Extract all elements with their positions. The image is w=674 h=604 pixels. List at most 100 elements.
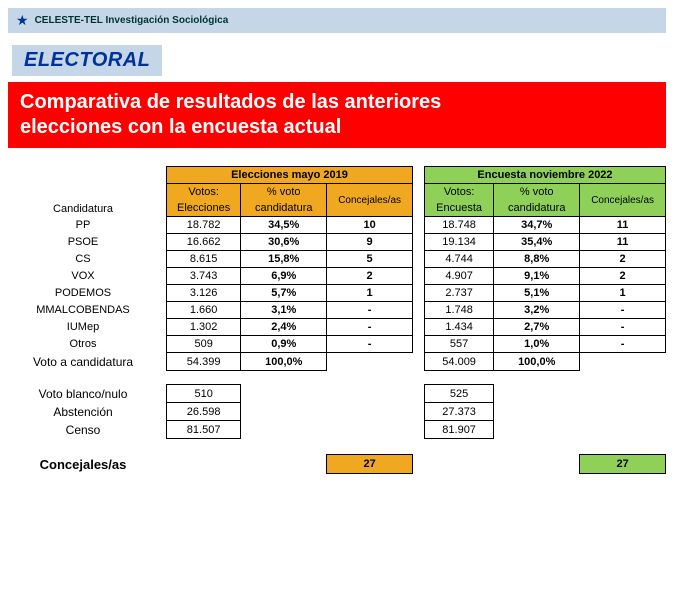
total-right-votes: 54.009 <box>424 353 493 371</box>
right-votes: 2.737 <box>424 285 493 302</box>
right-pct: 35,4% <box>494 234 580 251</box>
right-sub3: Concejales/as <box>580 184 666 217</box>
right-seats: 2 <box>580 251 666 268</box>
right-seats: - <box>580 336 666 353</box>
right-pct: 9,1% <box>494 268 580 285</box>
right-sub1a: Votos: <box>424 184 493 201</box>
footer-left-total: 27 <box>327 455 413 474</box>
org-bar: ★ CELESTE-TEL Investigación Sociológica <box>8 8 666 33</box>
results-table: Elecciones mayo 2019 Encuesta noviembre … <box>8 166 666 474</box>
left-pct: 3,1% <box>241 302 327 319</box>
total-left-votes: 54.399 <box>167 353 241 371</box>
left-seats: - <box>327 319 413 336</box>
extra-right: 27.373 <box>424 403 493 421</box>
table-row: VOX3.7436,9%24.9079,1%2 <box>8 268 666 285</box>
party-label: PP <box>8 217 158 234</box>
left-pct: 34,5% <box>241 217 327 234</box>
right-seats: 2 <box>580 268 666 285</box>
left-seats: 10 <box>327 217 413 234</box>
right-votes: 19.134 <box>424 234 493 251</box>
footer-label: Concejales/as <box>8 455 158 474</box>
extra-row: Censo 81.507 81.907 <box>8 421 666 439</box>
left-pct: 30,6% <box>241 234 327 251</box>
party-label: VOX <box>8 268 158 285</box>
extra-label: Abstención <box>8 403 158 421</box>
right-votes: 18.748 <box>424 217 493 234</box>
left-seats: 9 <box>327 234 413 251</box>
left-seats: - <box>327 336 413 353</box>
party-label: PODEMOS <box>8 285 158 302</box>
title-line2: elecciones con la encuesta actual <box>20 116 341 138</box>
table-row: IUMep1.3022,4%-1.4342,7%- <box>8 319 666 336</box>
left-pct: 5,7% <box>241 285 327 302</box>
right-pct: 34,7% <box>494 217 580 234</box>
right-pct: 1,0% <box>494 336 580 353</box>
left-votes: 18.782 <box>167 217 241 234</box>
left-votes: 16.662 <box>167 234 241 251</box>
right-pct: 3,2% <box>494 302 580 319</box>
party-label: MMALCOBENDAS <box>8 302 158 319</box>
party-label: IUMep <box>8 319 158 336</box>
left-seats: 2 <box>327 268 413 285</box>
star-icon: ★ <box>16 12 29 29</box>
extra-right: 81.907 <box>424 421 493 439</box>
extra-left: 81.507 <box>167 421 241 439</box>
extra-left: 510 <box>167 385 241 403</box>
left-seats: 1 <box>327 285 413 302</box>
left-votes: 3.743 <box>167 268 241 285</box>
left-votes: 3.126 <box>167 285 241 302</box>
right-pct: 5,1% <box>494 285 580 302</box>
candidatura-label: Candidatura <box>8 200 158 217</box>
section-title: ELECTORAL <box>12 45 162 76</box>
left-seats: 5 <box>327 251 413 268</box>
left-sub3: Concejales/as <box>327 184 413 217</box>
left-pct: 6,9% <box>241 268 327 285</box>
table-row: PSOE 16.66230,6%9 19.13435,4%11 <box>8 234 666 251</box>
left-sub2a: % voto <box>241 184 327 201</box>
right-seats: 11 <box>580 234 666 251</box>
right-votes: 4.744 <box>424 251 493 268</box>
total-label: Voto a candidatura <box>8 353 158 371</box>
right-sub2b: candidatura <box>494 200 580 217</box>
left-sub1a: Votos: <box>167 184 241 201</box>
right-votes: 557 <box>424 336 493 353</box>
right-votes: 4.907 <box>424 268 493 285</box>
extra-label: Censo <box>8 421 158 439</box>
title-line1: Comparativa de resultados de las anterio… <box>20 91 441 113</box>
footer-right-total: 27 <box>580 455 666 474</box>
left-sub2b: candidatura <box>241 200 327 217</box>
right-seats: 1 <box>580 285 666 302</box>
party-label: CS <box>8 251 158 268</box>
right-pct: 2,7% <box>494 319 580 336</box>
party-label: Otros <box>8 336 158 353</box>
left-sub1b: Elecciones <box>167 200 241 217</box>
total-left-pct: 100,0% <box>241 353 327 371</box>
extra-label: Voto blanco/nulo <box>8 385 158 403</box>
right-sub1b: Encuesta <box>424 200 493 217</box>
extra-left: 26.598 <box>167 403 241 421</box>
left-seats: - <box>327 302 413 319</box>
party-label: PSOE <box>8 234 158 251</box>
left-votes: 8.615 <box>167 251 241 268</box>
left-group-header: Elecciones mayo 2019 <box>167 167 413 184</box>
right-seats: - <box>580 319 666 336</box>
right-seats: - <box>580 302 666 319</box>
total-right-pct: 100,0% <box>494 353 580 371</box>
extra-row: Voto blanco/nulo510525 <box>8 385 666 403</box>
right-sub2a: % voto <box>494 184 580 201</box>
right-votes: 1.434 <box>424 319 493 336</box>
right-group-header: Encuesta noviembre 2022 <box>424 167 665 184</box>
right-votes: 1.748 <box>424 302 493 319</box>
left-pct: 0,9% <box>241 336 327 353</box>
left-pct: 2,4% <box>241 319 327 336</box>
table-row: CS8.61515,8%54.7448,8%2 <box>8 251 666 268</box>
org-name: CELESTE-TEL Investigación Sociológica <box>35 15 229 26</box>
extra-row: Abstención 26.598 27.373 <box>8 403 666 421</box>
table-row: MMALCOBENDAS1.6603,1%-1.7483,2%- <box>8 302 666 319</box>
right-seats: 11 <box>580 217 666 234</box>
right-pct: 8,8% <box>494 251 580 268</box>
table-row: PP 18.78234,5%10 18.74834,7%11 <box>8 217 666 234</box>
left-votes: 1.302 <box>167 319 241 336</box>
report-title: Comparativa de resultados de las anterio… <box>8 82 666 148</box>
table-row: PODEMOS3.1265,7%12.7375,1%1 <box>8 285 666 302</box>
